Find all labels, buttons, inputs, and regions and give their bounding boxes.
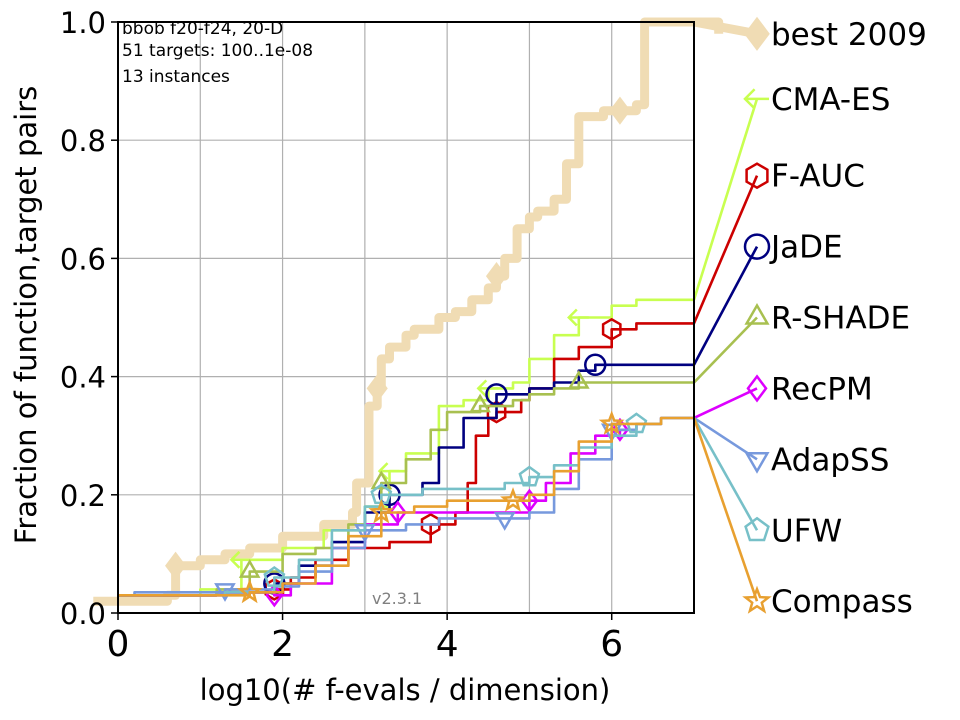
series-compass	[118, 410, 694, 604]
legend-marker-f-auc	[745, 162, 769, 190]
marker-compass	[500, 487, 526, 512]
legend-marker-jade	[743, 233, 771, 260]
y-tick-label: 0.2	[60, 479, 106, 513]
x-tick-label: 2	[271, 624, 294, 665]
legend-label-recpm: RecPM	[771, 371, 873, 407]
legend-connector-jade	[692, 245, 759, 366]
plot-frame	[117, 21, 695, 614]
legend-marker-cma-es	[743, 88, 769, 110]
legend-connector-cma-es	[692, 98, 759, 301]
y-tick-label: 0.6	[60, 242, 106, 276]
marker-f-auc	[420, 512, 441, 536]
series-lines	[93, 17, 724, 608]
marker-ufw	[625, 412, 648, 434]
legend-label-compass: Compass	[771, 584, 913, 620]
marker-best-2009	[609, 96, 631, 125]
marker-cma-es	[377, 462, 400, 481]
series-r-shade	[118, 370, 694, 597]
legend-connector-f-auc	[692, 175, 759, 324]
legend-label-best-2009: best 2009	[771, 17, 927, 53]
y-tick-label: 0.0	[60, 597, 106, 631]
marker-jade	[584, 353, 607, 377]
marker-ufw	[518, 465, 541, 487]
legend-marker-adapss	[744, 452, 770, 474]
legend-marker-compass	[742, 585, 772, 614]
y-tick-label: 0.8	[60, 124, 106, 158]
axis-ticks: 0 2 4 6 0.0 0.2 0.4 0.6 0.8 1.0	[60, 6, 623, 665]
marker-adapss	[493, 512, 516, 531]
legend-marker-r-shade	[744, 303, 770, 325]
info-line-3: 13 instances	[122, 67, 230, 87]
legend-connector-recpm	[693, 387, 758, 420]
info-box: bbob f20-f24, 20-D 51 targets: 100..1e-0…	[122, 19, 313, 87]
marker-best-2009	[485, 262, 508, 291]
marker-r-shade	[469, 393, 491, 413]
marker-compass	[236, 578, 263, 604]
y-tick-label: 0.4	[60, 361, 106, 395]
series-line-adapss	[118, 416, 694, 597]
marker-f-auc	[601, 317, 622, 341]
x-tick-label: 4	[436, 624, 459, 665]
legend-label-cma-es: CMA-ES	[771, 82, 890, 118]
marker-compass	[368, 498, 395, 524]
series-line-ufw	[118, 416, 694, 597]
legend-connector-ufw	[692, 417, 759, 531]
series-best-2009	[93, 17, 724, 606]
legend-connectors	[692, 17, 759, 602]
series-line-recpm	[118, 416, 694, 597]
legend-marker-ufw	[744, 516, 770, 542]
marker-r-shade	[567, 370, 590, 389]
series-cma-es	[118, 298, 694, 597]
series-adapss	[118, 416, 694, 602]
x-tick-label: 0	[107, 624, 130, 665]
legend-connector-compass	[692, 417, 759, 602]
y-axis-title: Fraction of function,target pairs	[9, 86, 43, 545]
marker-cma-es	[229, 550, 252, 569]
marker-cma-es	[567, 308, 589, 327]
legend-marker-best-2009	[744, 16, 770, 51]
marker-best-2009	[165, 551, 187, 580]
legend-label-r-shade: R-SHADE	[771, 301, 910, 337]
x-tick-label: 6	[600, 624, 623, 665]
x-axis-title: log10(# f-evals / dimension)	[200, 673, 611, 707]
marker-r-shade	[370, 470, 393, 490]
legend-label-ufw: UFW	[771, 513, 842, 549]
info-line-2: 51 targets: 100..1e-08	[122, 41, 313, 61]
marker-jade	[485, 383, 508, 406]
marker-ufw	[263, 565, 286, 587]
marker-r-shade	[238, 559, 261, 578]
series-line-cma-es	[118, 298, 694, 597]
legend-marker-recpm	[746, 374, 768, 403]
legend-label-adapss: AdapSS	[771, 442, 889, 478]
legend: best 2009 CMA-ES F-AUC JaDE R-SHADE RecPM Adap…	[742, 16, 927, 620]
legend-connector-r-shade	[693, 316, 758, 384]
legend-label-f-auc: F-AUC	[771, 159, 865, 195]
series-line-best-2009	[93, 17, 724, 606]
y-tick-label: 1.0	[60, 6, 106, 40]
info-line-1: bbob f20-f24, 20-D	[122, 19, 283, 39]
series-line-compass	[118, 416, 694, 597]
marker-compass	[598, 410, 625, 435]
version-label: v2.3.1	[372, 589, 422, 608]
marker-best-2009	[366, 374, 388, 403]
legend-label-jade: JaDE	[769, 230, 843, 266]
